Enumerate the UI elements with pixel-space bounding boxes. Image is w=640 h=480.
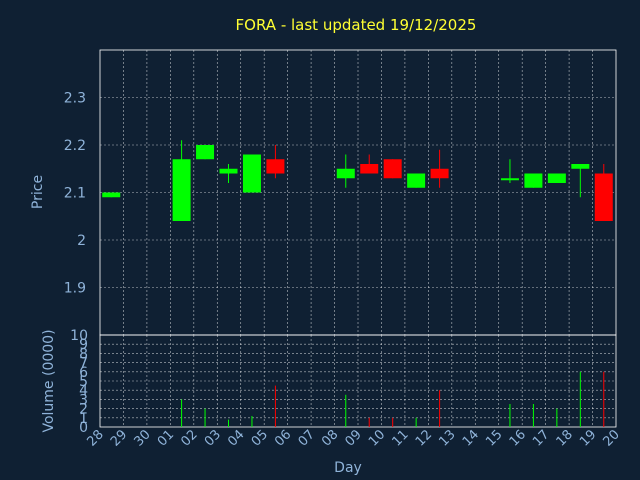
price-tick-label: 2.2: [64, 138, 86, 154]
candle-body: [594, 173, 613, 221]
candle-body: [266, 159, 285, 174]
volume-tick-label: 4: [79, 383, 88, 399]
candle-body: [524, 173, 543, 188]
volume-tick-label: 5: [79, 374, 88, 390]
candle-body: [196, 145, 215, 160]
price-tick-label: 2.3: [64, 91, 86, 107]
volume-tick-label: 2: [79, 402, 88, 418]
candle-body: [383, 159, 402, 179]
candle-body: [360, 164, 379, 174]
candle-body: [571, 164, 590, 169]
candle-body: [500, 178, 519, 181]
volume-tick-label: 1: [79, 411, 88, 427]
candle-body: [102, 192, 121, 198]
price-tick-label: 2: [77, 233, 86, 249]
candle-body: [547, 173, 566, 183]
volume-axis-label: Volume (0000): [41, 329, 57, 432]
chart-title: FORA - last updated 19/12/2025: [236, 16, 477, 34]
candle-body: [336, 168, 355, 179]
volume-tick-label: 9: [79, 337, 88, 353]
price-panel: 1.9 2 2.1 2.2 2.3: [64, 49, 617, 336]
volume-tick-label: 6: [79, 365, 88, 381]
volume-tick-label: 8: [79, 346, 88, 362]
volume-tick-label: 0: [79, 420, 88, 436]
price-tick-label: 1.9: [64, 281, 86, 297]
volume-tick-label: 3: [79, 392, 88, 408]
volume-tick-label: 10: [70, 328, 88, 344]
candle-body: [430, 168, 449, 179]
candle-body: [219, 168, 238, 174]
candle-body: [242, 154, 261, 193]
price-tick-label: 2.1: [64, 186, 86, 202]
x-axis: 28 29 30 01 02 03 04 05 06 07 08 09 10 11 12 13 14 15 16 17…: [85, 427, 623, 449]
candle-body: [172, 159, 191, 221]
x-axis-label: Day: [334, 460, 362, 476]
price-axis-label: Price: [30, 175, 46, 209]
volume-tick-label: 7: [79, 356, 88, 372]
candle-body: [407, 173, 426, 188]
